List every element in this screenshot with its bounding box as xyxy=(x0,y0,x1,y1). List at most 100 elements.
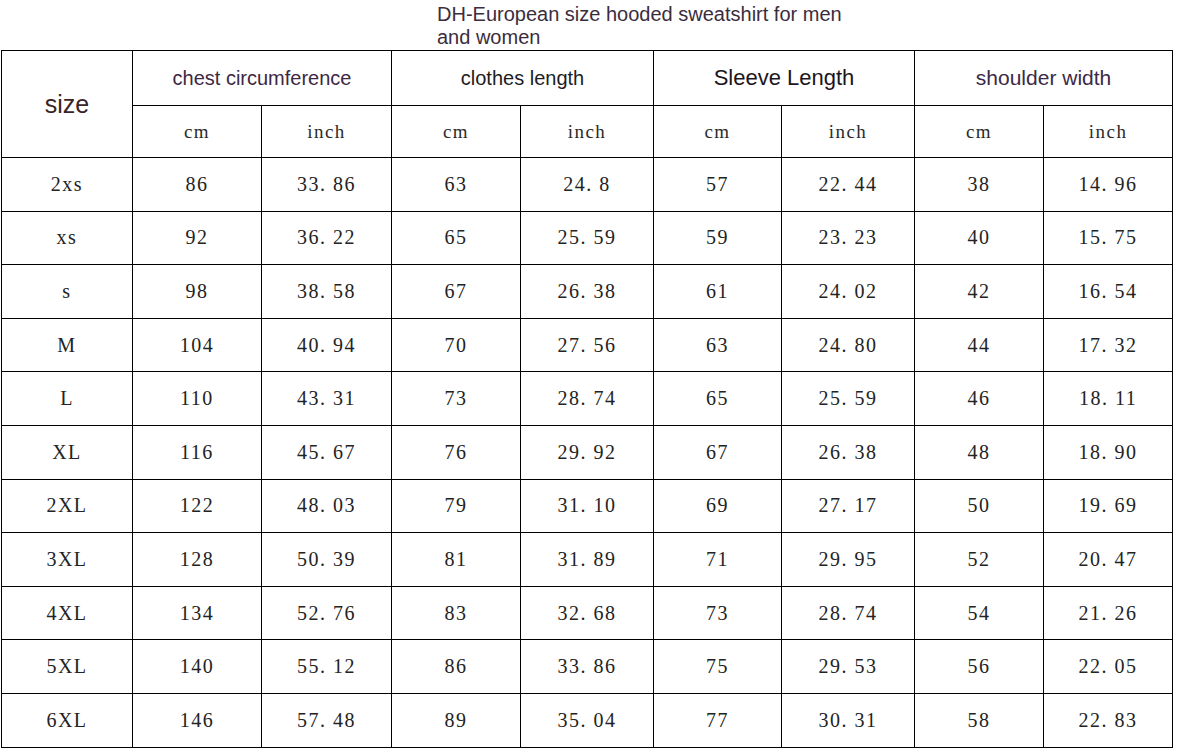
table-row: 2XL12248. 037931. 106927. 175019. 69 xyxy=(2,479,1173,533)
table-cell: 31. 10 xyxy=(521,479,654,533)
unit-header-shoulder-cm: cm xyxy=(915,106,1044,158)
size-column-header: size xyxy=(2,51,133,158)
table-row: L11043. 317328. 746525. 594618. 11 xyxy=(2,372,1173,426)
table-cell: 31. 89 xyxy=(521,533,654,587)
table-cell: 81 xyxy=(392,533,521,587)
table-cell: 58 xyxy=(915,693,1044,747)
table-cell: 76 xyxy=(392,425,521,479)
size-label: 5XL xyxy=(2,640,133,694)
table-cell: 33. 86 xyxy=(521,640,654,694)
table-cell: 19. 69 xyxy=(1044,479,1173,533)
size-label: xs xyxy=(2,211,133,265)
page-title-line-1: DH-European size hooded sweatshirt for m… xyxy=(437,3,842,26)
column-group-sleeve-length: Sleeve Length xyxy=(654,51,915,106)
table-cell: 55. 12 xyxy=(262,640,392,694)
table-cell: 16. 54 xyxy=(1044,265,1173,319)
table-cell: 146 xyxy=(133,693,262,747)
table-cell: 63 xyxy=(654,318,782,372)
table-cell: 18. 90 xyxy=(1044,425,1173,479)
table-cell: 61 xyxy=(654,265,782,319)
table-cell: 63 xyxy=(392,158,521,212)
column-group-shoulder-width: shoulder width xyxy=(915,51,1173,106)
size-label: s xyxy=(2,265,133,319)
table-cell: 83 xyxy=(392,586,521,640)
table-cell: 122 xyxy=(133,479,262,533)
size-label: L xyxy=(2,372,133,426)
table-cell: 46 xyxy=(915,372,1044,426)
table-cell: 71 xyxy=(654,533,782,587)
table-cell: 86 xyxy=(392,640,521,694)
table-cell: 21. 26 xyxy=(1044,586,1173,640)
table-cell: 104 xyxy=(133,318,262,372)
page-title-line-2: and women xyxy=(437,26,842,49)
table-cell: 29. 92 xyxy=(521,425,654,479)
table-cell: 22. 44 xyxy=(782,158,915,212)
table-cell: 18. 11 xyxy=(1044,372,1173,426)
table-cell: 25. 59 xyxy=(782,372,915,426)
table-cell: 65 xyxy=(392,211,521,265)
table-cell: 35. 04 xyxy=(521,693,654,747)
unit-header-sleeve-inch: inch xyxy=(782,106,915,158)
table-cell: 27. 56 xyxy=(521,318,654,372)
table-cell: 29. 95 xyxy=(782,533,915,587)
table-row: 5XL14055. 128633. 867529. 535622. 05 xyxy=(2,640,1173,694)
table-cell: 38 xyxy=(915,158,1044,212)
column-group-chest-circumference: chest circumference xyxy=(133,51,392,106)
table-cell: 50. 39 xyxy=(262,533,392,587)
table-row: 6XL14657. 488935. 047730. 315822. 83 xyxy=(2,693,1173,747)
table-row: s9838. 586726. 386124. 024216. 54 xyxy=(2,265,1173,319)
table-cell: 54 xyxy=(915,586,1044,640)
size-label: 2XL xyxy=(2,479,133,533)
table-cell: 33. 86 xyxy=(262,158,392,212)
table-cell: 36. 22 xyxy=(262,211,392,265)
unit-header-clothes-cm: cm xyxy=(392,106,521,158)
table-cell: 14. 96 xyxy=(1044,158,1173,212)
table-cell: 45. 67 xyxy=(262,425,392,479)
table-cell: 32. 68 xyxy=(521,586,654,640)
table-cell: 110 xyxy=(133,372,262,426)
table-body: 2xs8633. 866324. 85722. 443814. 96xs9236… xyxy=(2,158,1173,748)
table-cell: 15. 75 xyxy=(1044,211,1173,265)
table-cell: 44 xyxy=(915,318,1044,372)
unit-header-clothes-inch: inch xyxy=(521,106,654,158)
unit-header-chest-inch: inch xyxy=(262,106,392,158)
table-cell: 69 xyxy=(654,479,782,533)
size-label: 6XL xyxy=(2,693,133,747)
table-cell: 57. 48 xyxy=(262,693,392,747)
table-cell: 38. 58 xyxy=(262,265,392,319)
size-label: 4XL xyxy=(2,586,133,640)
table-cell: 86 xyxy=(133,158,262,212)
table-cell: 79 xyxy=(392,479,521,533)
size-label: M xyxy=(2,318,133,372)
size-label: 2xs xyxy=(2,158,133,212)
table-cell: 75 xyxy=(654,640,782,694)
table-cell: 56 xyxy=(915,640,1044,694)
header-units-row: cm inch cm inch cm inch cm inch xyxy=(2,106,1173,158)
table-cell: 128 xyxy=(133,533,262,587)
table-row: XL11645. 677629. 926726. 384818. 90 xyxy=(2,425,1173,479)
table-cell: 140 xyxy=(133,640,262,694)
table-cell: 29. 53 xyxy=(782,640,915,694)
table-cell: 77 xyxy=(654,693,782,747)
table-cell: 50 xyxy=(915,479,1044,533)
table-cell: 28. 74 xyxy=(782,586,915,640)
table-row: xs9236. 226525. 595923. 234015. 75 xyxy=(2,211,1173,265)
unit-header-shoulder-inch: inch xyxy=(1044,106,1173,158)
size-label: XL xyxy=(2,425,133,479)
table-cell: 59 xyxy=(654,211,782,265)
table-cell: 43. 31 xyxy=(262,372,392,426)
table-cell: 89 xyxy=(392,693,521,747)
table-cell: 67 xyxy=(392,265,521,319)
table-cell: 98 xyxy=(133,265,262,319)
table-cell: 24. 02 xyxy=(782,265,915,319)
table-row: 2xs8633. 866324. 85722. 443814. 96 xyxy=(2,158,1173,212)
table-cell: 22. 83 xyxy=(1044,693,1173,747)
table-cell: 65 xyxy=(654,372,782,426)
table-cell: 52 xyxy=(915,533,1044,587)
table-row: M10440. 947027. 566324. 804417. 32 xyxy=(2,318,1173,372)
table-cell: 40 xyxy=(915,211,1044,265)
table-row: 3XL12850. 398131. 897129. 955220. 47 xyxy=(2,533,1173,587)
column-group-clothes-length: clothes length xyxy=(392,51,654,106)
table-cell: 28. 74 xyxy=(521,372,654,426)
table-cell: 73 xyxy=(654,586,782,640)
